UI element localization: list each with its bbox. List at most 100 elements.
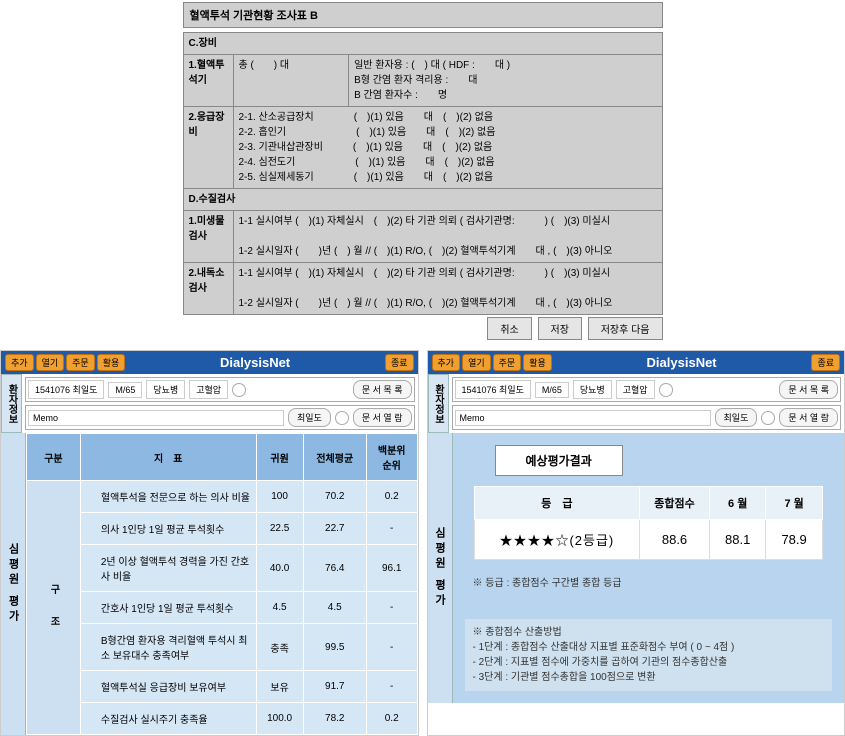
- method-box: ※ 종합점수 산출방법 - 1단계 : 종합점수 산출대상 지표별 표준화점수 …: [465, 619, 833, 691]
- d1-text: 1-1 실시여부 ( )(1) 자체실시 ( )(2) 타 기관 의뢰 ( 검사…: [233, 211, 662, 263]
- memo-bar: Memo 최일도 문 서 열 람: [25, 405, 415, 430]
- col-pct: 백분위 순위: [366, 434, 417, 481]
- patient-name-button[interactable]: 최일도: [288, 408, 331, 427]
- patient-bar-r: 1541076 최일도 M/65 당뇨병 고혈압 문 서 목 록: [452, 377, 842, 402]
- col-m7: 7 월: [766, 487, 822, 520]
- avg-5: 91.7: [303, 671, 366, 703]
- open-button[interactable]: 열기: [36, 354, 65, 371]
- pct-5: -: [366, 671, 417, 703]
- patient-bar: 1541076 최일도 M/65 당뇨병 고혈압 문 서 목 록: [25, 377, 415, 402]
- survey-table: C.장비 1.혈액투석기 총 ( ) 대 일반 환자용 : ( ) 대 ( HD…: [183, 32, 663, 315]
- end-button[interactable]: 종료: [385, 354, 414, 371]
- own-5: 보유: [256, 671, 303, 703]
- doclist-button-r[interactable]: 문 서 목 록: [779, 380, 838, 399]
- doclist-button[interactable]: 문 서 목 록: [353, 380, 412, 399]
- patient-dx2-r: 고혈압: [616, 380, 655, 399]
- pct-2: 96.1: [366, 545, 417, 592]
- own-3: 4.5: [256, 592, 303, 624]
- use-button-r[interactable]: 활용: [523, 354, 552, 371]
- ind-5: 혈액투석실 응급장비 보유여부: [80, 671, 256, 703]
- section-c-header: C.장비: [183, 33, 662, 55]
- val-m7: 78.9: [766, 520, 822, 560]
- patient-info-tab[interactable]: 환자정보: [1, 374, 22, 433]
- own-2: 40.0: [256, 545, 303, 592]
- memo-field-r[interactable]: Memo: [455, 410, 711, 426]
- open-button-r[interactable]: 열기: [462, 354, 491, 371]
- result-title: 예상평가결과: [495, 445, 623, 476]
- avg-2: 76.4: [303, 545, 366, 592]
- col-avg: 전체평균: [303, 434, 366, 481]
- patient-info-tab-r[interactable]: 환자정보: [428, 374, 449, 433]
- left-panel: 추가 열기 주문 활용 DialysisNet 종료 환자정보 1541076 …: [0, 350, 419, 736]
- ind-1: 의사 1인당 1일 평균 투석횟수: [80, 513, 256, 545]
- own-4: 충족: [256, 624, 303, 671]
- d1-label: 1.미생물검사: [183, 211, 233, 263]
- patient-id-r: 1541076 최일도: [455, 380, 531, 399]
- result-table: 등 급 종합점수 6 월 7 월 ★★★★☆(2등급) 88.6 88.1 78…: [474, 486, 823, 560]
- eval-tab[interactable]: 심평원 평가: [1, 433, 26, 735]
- patient-id: 1541076 최일도: [28, 380, 104, 399]
- patient-dx1: 당뇨병: [146, 380, 185, 399]
- avg-6: 78.2: [303, 703, 366, 735]
- titlebar: 추가 열기 주문 활용 DialysisNet 종료: [1, 351, 418, 374]
- method-title: ※ 종합점수 산출방법: [473, 625, 825, 640]
- status-icon: [232, 383, 246, 397]
- survey-title: 혈액투석 기관현황 조사표 B: [183, 2, 663, 28]
- right-panel: 추가 열기 주문 활용 DialysisNet 종료 환자정보 1541076 …: [427, 350, 845, 736]
- end-button-r[interactable]: 종료: [811, 354, 840, 371]
- avg-1: 22.7: [303, 513, 366, 545]
- order-button[interactable]: 주문: [66, 354, 95, 371]
- own-1: 22.5: [256, 513, 303, 545]
- add-button[interactable]: 추가: [5, 354, 34, 371]
- status-icon-2r: [761, 411, 775, 425]
- col-total: 종합점수: [640, 487, 710, 520]
- d2-text: 1-1 실시여부 ( )(1) 자체실시 ( )(2) 타 기관 의뢰 ( 검사…: [233, 263, 662, 315]
- c1-text: 총 ( ) 대: [233, 55, 349, 107]
- ind-0: 혈액투석을 전문으로 하는 의사 비율: [80, 481, 256, 513]
- val-stars: ★★★★☆(2등급): [474, 520, 639, 560]
- ind-3: 간호사 1인당 1일 평균 투석횟수: [80, 592, 256, 624]
- col-grade: 등 급: [474, 487, 639, 520]
- patient-sex-age-r: M/65: [535, 382, 569, 398]
- col-indicator: 지 표: [80, 434, 256, 481]
- ind-2: 2년 이상 혈액투석 경력을 가진 간호사 비율: [80, 545, 256, 592]
- pct-3: -: [366, 592, 417, 624]
- own-0: 100: [256, 481, 303, 513]
- status-icon-2: [335, 411, 349, 425]
- survey-form: 혈액투석 기관현황 조사표 B C.장비 1.혈액투석기 총 ( ) 대 일반 …: [183, 2, 663, 340]
- val-total: 88.6: [640, 520, 710, 560]
- app-title: DialysisNet: [125, 355, 385, 370]
- pct-0: 0.2: [366, 481, 417, 513]
- docopen-button[interactable]: 문 서 열 람: [353, 408, 412, 427]
- eval-table: 구분 지 표 귀원 전체평균 백분위 순위 구 조 혈액투석을 전문으로 하는 …: [26, 433, 418, 735]
- ind-4: B형간염 환자용 격리혈액 투석시 최소 보유대수 충족여부: [80, 624, 256, 671]
- patient-dx1-r: 당뇨병: [573, 380, 612, 399]
- avg-3: 4.5: [303, 592, 366, 624]
- cancel-button[interactable]: 취소: [487, 317, 531, 340]
- pct-4: -: [366, 624, 417, 671]
- pct-6: 0.2: [366, 703, 417, 735]
- patient-name-button-r[interactable]: 최일도: [715, 408, 758, 427]
- val-m6: 88.1: [710, 520, 766, 560]
- save-button[interactable]: 저장: [538, 317, 582, 340]
- save-next-button[interactable]: 저장후 다음: [588, 317, 663, 340]
- titlebar-r: 추가 열기 주문 활용 DialysisNet 종료: [428, 351, 845, 374]
- use-button[interactable]: 활용: [97, 354, 126, 371]
- section-d-header: D.수질검사: [183, 189, 662, 211]
- c2-label: 2.응급장비: [183, 107, 233, 189]
- add-button-r[interactable]: 추가: [432, 354, 461, 371]
- memo-bar-r: Memo 최일도 문 서 열 람: [452, 405, 842, 430]
- eval-tab-r[interactable]: 심평원 평가: [428, 433, 453, 703]
- memo-field[interactable]: Memo: [28, 410, 284, 426]
- c1-label: 1.혈액투석기: [183, 55, 233, 107]
- status-icon-r: [659, 383, 673, 397]
- docopen-button-r[interactable]: 문 서 열 람: [779, 408, 838, 427]
- d2-label: 2.내독소검사: [183, 263, 233, 315]
- c1-right: 일반 환자용 : ( ) 대 ( HDF : 대 ) B형 간염 환자 격리용 …: [349, 55, 662, 107]
- group-structure: 구 조: [27, 481, 81, 735]
- own-6: 100.0: [256, 703, 303, 735]
- order-button-r[interactable]: 주문: [493, 354, 522, 371]
- result-area: 예상평가결과 등 급 종합점수 6 월 7 월 ★★★★☆(2등급) 88.6 …: [453, 433, 845, 703]
- c2-text: 2-1. 산소공급장치 ( )(1) 있음 대 ( )(2) 없음 2-2. 흡…: [233, 107, 662, 189]
- col-category: 구분: [27, 434, 81, 481]
